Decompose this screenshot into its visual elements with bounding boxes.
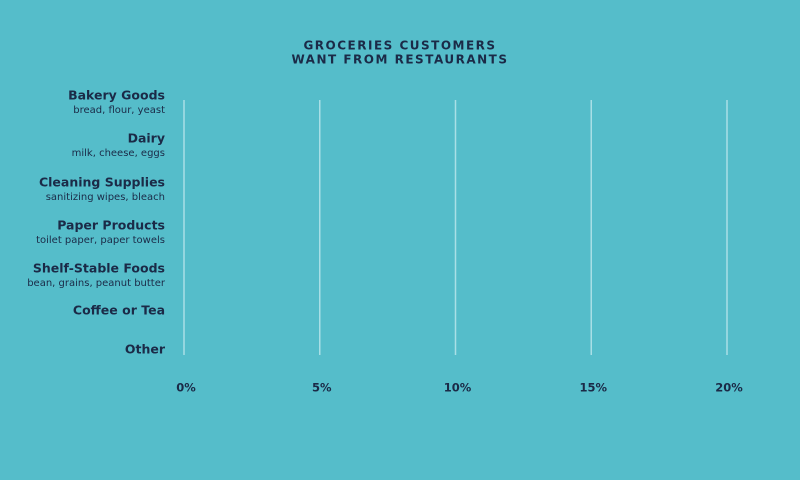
category-label: Other bbox=[125, 342, 166, 357]
x-tick-label: 10% bbox=[444, 381, 472, 395]
category-note: toilet paper, paper towels bbox=[36, 235, 165, 246]
category-label: Bakery Goods bbox=[68, 88, 165, 103]
category-label: Coffee or Tea bbox=[73, 303, 165, 318]
chart-title: GROCERIES CUSTOMERS bbox=[303, 39, 496, 53]
category-label: Dairy bbox=[128, 131, 165, 146]
category-note: sanitizing wipes, bleach bbox=[46, 192, 165, 203]
category-note: bread, flour, yeast bbox=[73, 105, 165, 116]
x-tick-label: 15% bbox=[579, 381, 607, 395]
x-tick-label: 20% bbox=[715, 381, 743, 395]
x-tick-label: 5% bbox=[312, 381, 332, 395]
category-note: bean, grains, peanut butter bbox=[27, 278, 166, 289]
category-note: milk, cheese, eggs bbox=[72, 148, 165, 159]
category-label: Cleaning Supplies bbox=[39, 175, 165, 190]
chart-title: WANT FROM RESTAURANTS bbox=[291, 53, 508, 67]
x-tick-label: 0% bbox=[176, 381, 196, 395]
category-label: Paper Products bbox=[57, 218, 165, 233]
category-label: Shelf-Stable Foods bbox=[33, 261, 165, 276]
